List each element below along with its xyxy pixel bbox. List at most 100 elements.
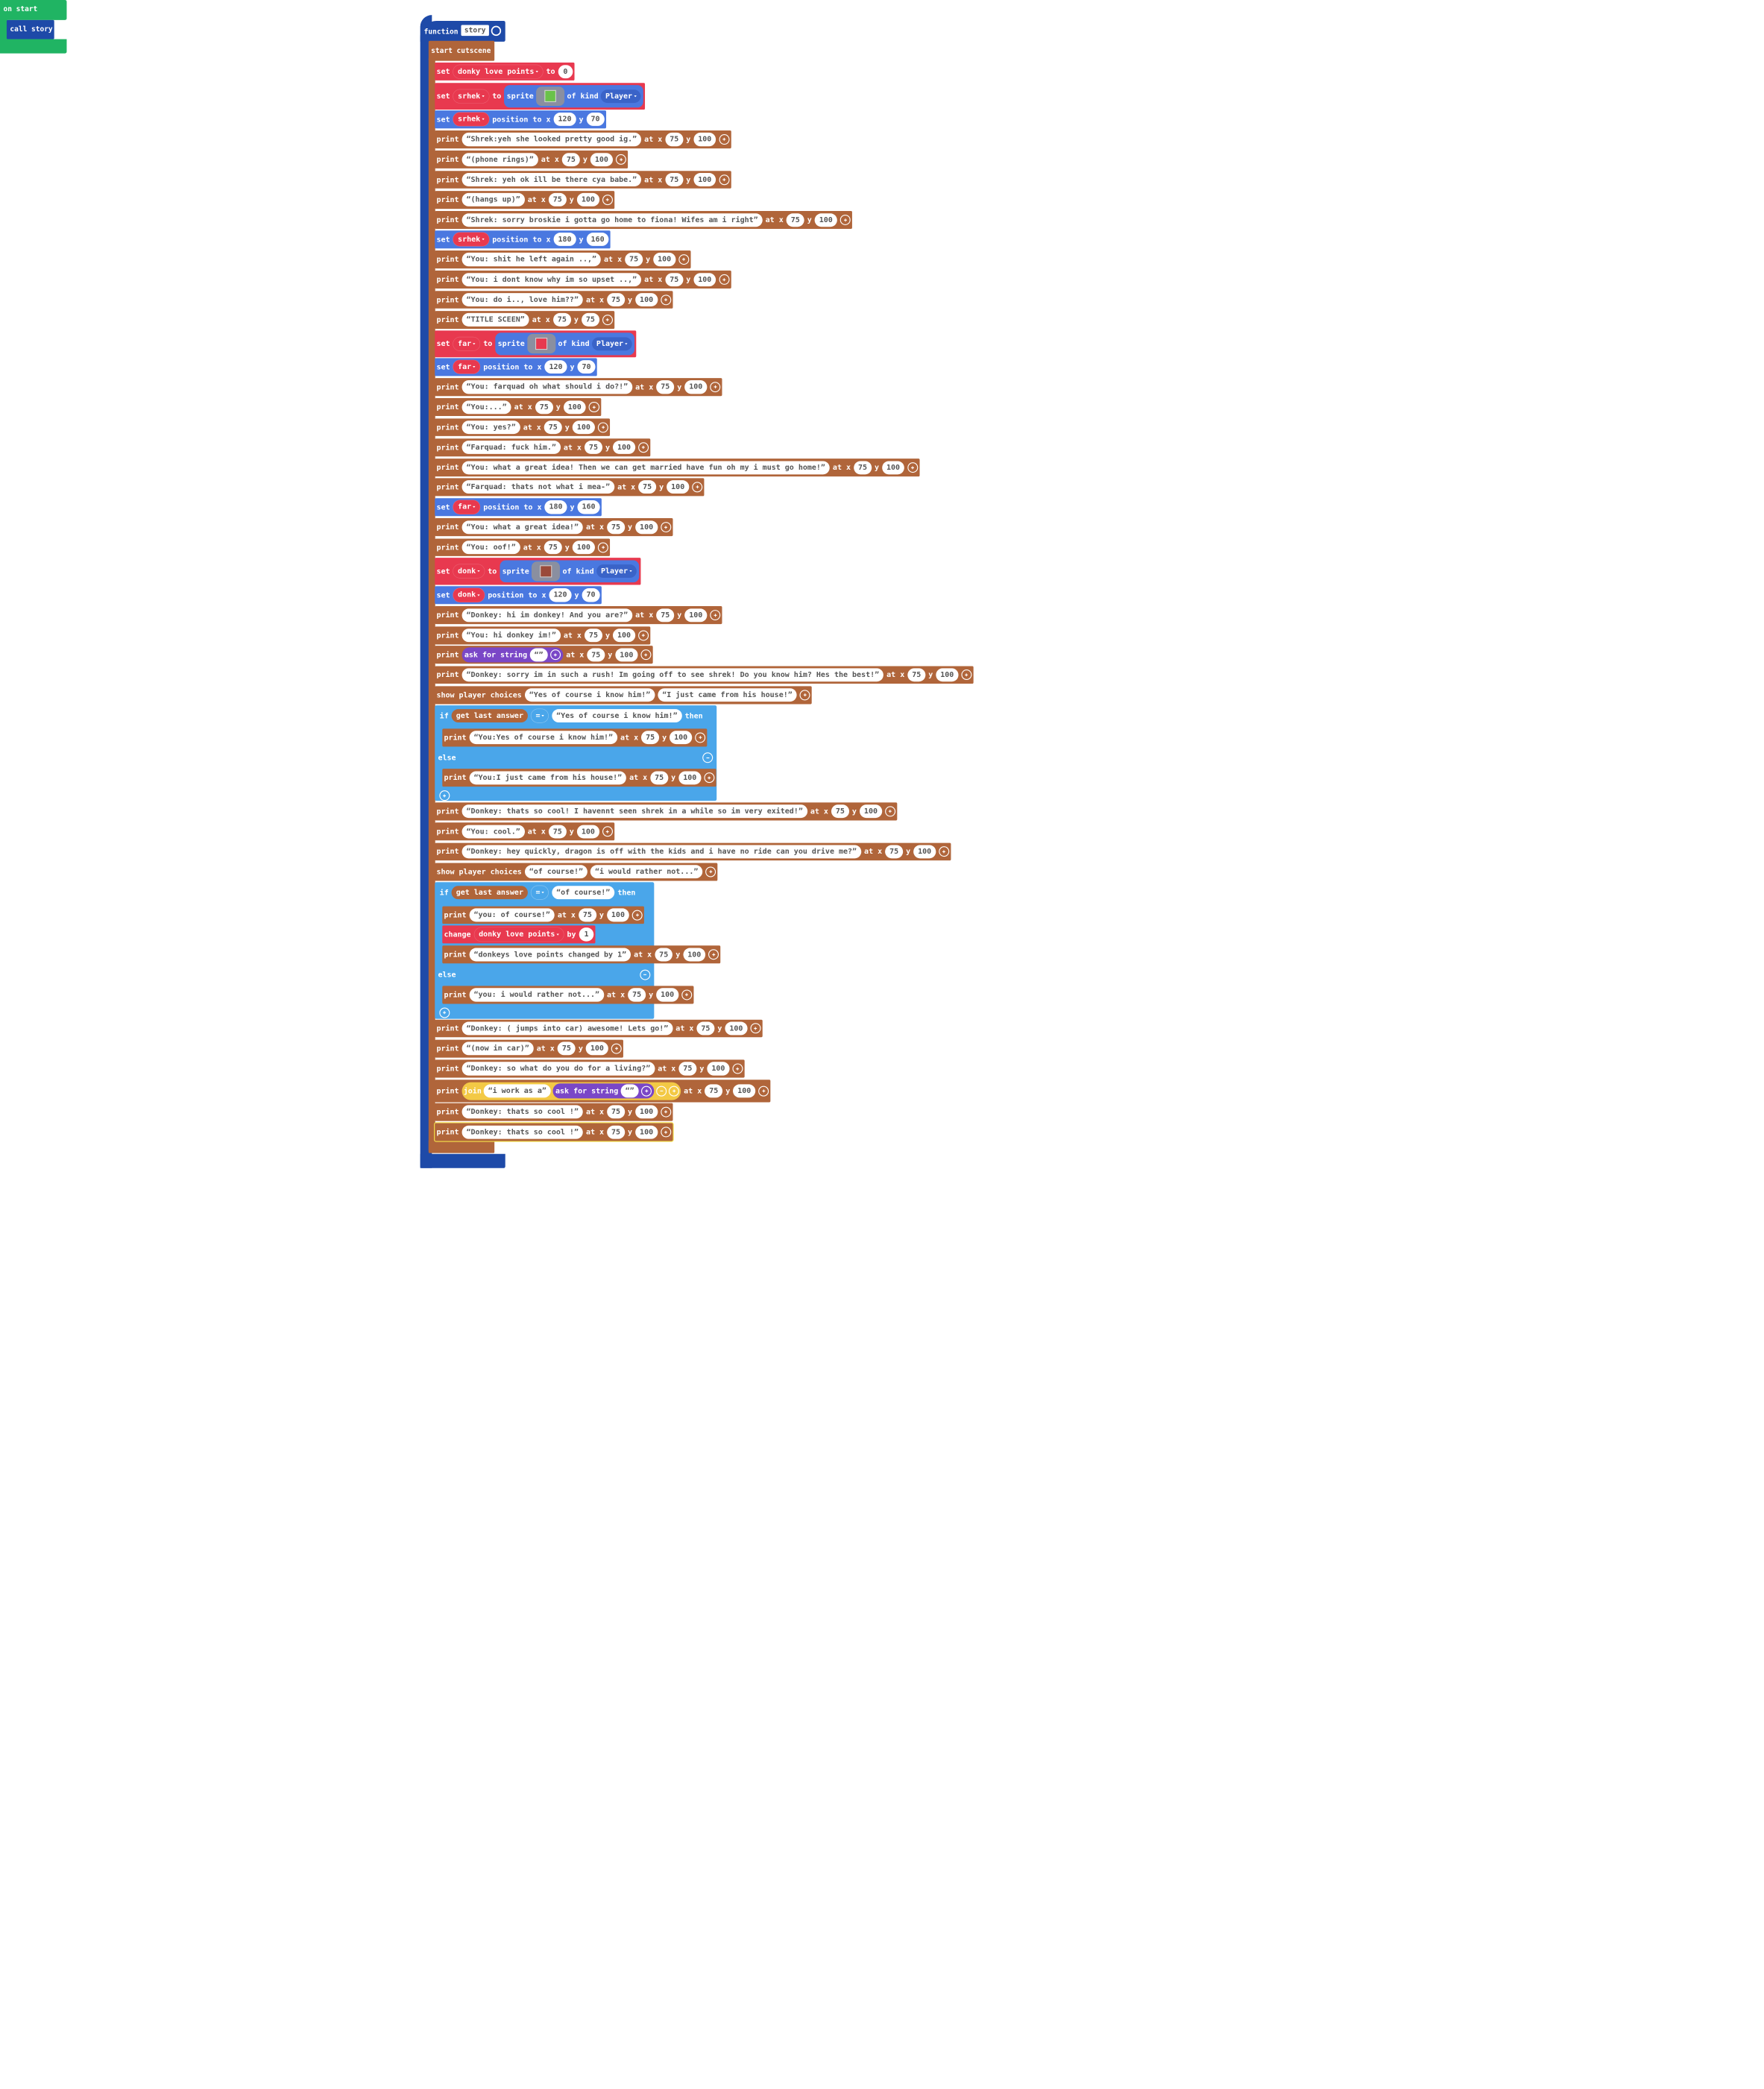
expand-icon[interactable] [840, 215, 851, 226]
x-value[interactable]: 75 [607, 293, 626, 307]
value-field[interactable]: 1 [579, 927, 594, 942]
else-label-row[interactable]: else [436, 749, 714, 766]
x-value[interactable]: 120 [544, 360, 567, 374]
kind-dropdown[interactable]: Player [600, 89, 641, 104]
expand-icon[interactable] [611, 1043, 622, 1054]
x-value[interactable]: 75 [548, 825, 567, 839]
x-value[interactable]: 75 [584, 441, 602, 455]
prompt-field[interactable] [620, 1084, 639, 1098]
expand-icon[interactable] [939, 846, 950, 857]
print-text[interactable]: You: yes? [462, 420, 520, 435]
x-value[interactable]: 180 [544, 500, 567, 514]
expand-icon[interactable] [710, 610, 721, 621]
x-value[interactable]: 75 [853, 461, 872, 475]
x-value[interactable]: 75 [557, 1042, 576, 1056]
get-last-answer-block[interactable]: get last answer [451, 709, 528, 723]
y-value[interactable]: 70 [586, 113, 605, 127]
collapse-icon[interactable] [491, 25, 502, 37]
expand-icon[interactable] [681, 989, 693, 1001]
print-block[interactable]: printDonkey: sorry im in such a rush! Im… [435, 666, 974, 684]
expand-icon[interactable] [884, 806, 895, 817]
print-text[interactable]: Donkey: sorry im in such a rush! Im goin… [462, 668, 884, 682]
compare-text[interactable]: of course! [552, 886, 615, 900]
expand-icon[interactable] [750, 1023, 761, 1034]
expand-icon[interactable] [597, 542, 608, 553]
print-text[interactable]: Donkey: thats so cool ! [462, 1125, 583, 1139]
set-sprite-block[interactable]: set srhek to sprite of kind Player [435, 83, 646, 110]
x-value[interactable]: 75 [535, 400, 553, 415]
variable-dropdown[interactable]: donky love points [473, 927, 564, 942]
x-value[interactable]: 75 [548, 193, 567, 207]
y-value[interactable]: 100 [882, 461, 905, 475]
print-text[interactable]: you: of course! [469, 908, 555, 922]
print-text[interactable]: You: i dont know why im so upset .., [462, 273, 642, 287]
x-value[interactable]: 75 [678, 1062, 697, 1076]
x-value[interactable]: 120 [549, 588, 572, 602]
expand-icon[interactable] [631, 910, 643, 921]
on-start-hat-block[interactable]: on start call story [0, 0, 67, 54]
remove-join-icon[interactable] [656, 1086, 667, 1097]
sprite-of-kind-block[interactable]: sprite of kind Player [504, 85, 644, 108]
sprite-variable[interactable]: donk [453, 564, 485, 579]
print-block[interactable]: printFarquad: thats not what i mea-at x7… [435, 478, 705, 497]
x-value[interactable]: 75 [544, 541, 562, 555]
y-value[interactable]: 100 [653, 253, 676, 267]
add-choice-icon[interactable] [799, 690, 810, 701]
ask-for-string-block[interactable]: ask for string [552, 1083, 655, 1099]
kind-dropdown[interactable]: Player [596, 564, 637, 579]
print-text[interactable]: Donkey: thats so cool ! [462, 1105, 583, 1119]
y-value[interactable]: 100 [635, 1125, 658, 1139]
y-value[interactable]: 100 [572, 541, 595, 555]
expand-icon[interactable] [602, 315, 613, 326]
print-text[interactable]: Shrek: sorry broskie i gotta go home to … [462, 213, 763, 227]
print-text[interactable]: Donkey: hi im donkey! And you are? [462, 608, 633, 623]
get-last-answer-block[interactable]: get last answer [451, 886, 528, 900]
set-position-block[interactable]: set far position to x 180 y 160 [435, 498, 602, 517]
expand-icon[interactable] [602, 826, 613, 837]
print-block[interactable]: print joini work as a ask for string at x75… [435, 1080, 771, 1103]
ask-for-string-block[interactable]: ask for string [462, 647, 564, 663]
y-value[interactable]: 100 [563, 400, 586, 415]
set-position-block[interactable]: set donk position to x 120 y 70 [435, 586, 602, 605]
print-block[interactable]: printYou: shit he left again ..,at x75y1… [435, 251, 691, 269]
print-text[interactable]: Donkey: so what do you do for a living? [462, 1062, 655, 1076]
print-text[interactable]: TITLE SCEEN [462, 313, 529, 327]
sprite-image-thumbnail[interactable] [536, 86, 565, 107]
print-block[interactable]: printShrek:yeh she looked pretty good ig… [435, 130, 731, 148]
expand-icon[interactable] [907, 462, 919, 473]
expand-icon[interactable] [549, 649, 561, 661]
y-value[interactable]: 100 [684, 608, 708, 623]
print-text[interactable]: You: what a great idea! Then we can get … [462, 461, 830, 475]
print-block[interactable]: printYou: farquad oh what should i do?!a… [435, 378, 722, 397]
x-value[interactable]: 75 [625, 253, 643, 267]
y-value[interactable]: 100 [572, 420, 595, 435]
expand-icon[interactable] [719, 274, 730, 286]
value-field[interactable]: 0 [558, 64, 573, 78]
x-value[interactable]: 75 [561, 153, 580, 167]
expand-icon[interactable] [710, 382, 721, 393]
expand-icon[interactable] [661, 522, 672, 533]
y-value[interactable]: 100 [635, 1105, 658, 1119]
x-value[interactable]: 75 [584, 628, 602, 643]
add-choice-icon[interactable] [705, 866, 716, 877]
x-value[interactable]: 75 [831, 804, 849, 819]
expand-icon[interactable] [597, 422, 608, 433]
expand-icon[interactable] [708, 949, 719, 960]
y-value[interactable]: 100 [693, 273, 716, 287]
show-player-choices-block[interactable]: show player choicesof course!i would rat… [435, 863, 718, 881]
set-sprite-block[interactable]: set donk to sprite of kind Player [435, 558, 641, 585]
y-value[interactable]: 100 [733, 1084, 756, 1098]
y-value[interactable]: 100 [635, 520, 658, 535]
print-text[interactable]: Donkey: ( jumps into car) awesome! Lets … [462, 1021, 673, 1036]
x-value[interactable]: 75 [552, 313, 571, 327]
x-value[interactable]: 75 [885, 845, 904, 859]
